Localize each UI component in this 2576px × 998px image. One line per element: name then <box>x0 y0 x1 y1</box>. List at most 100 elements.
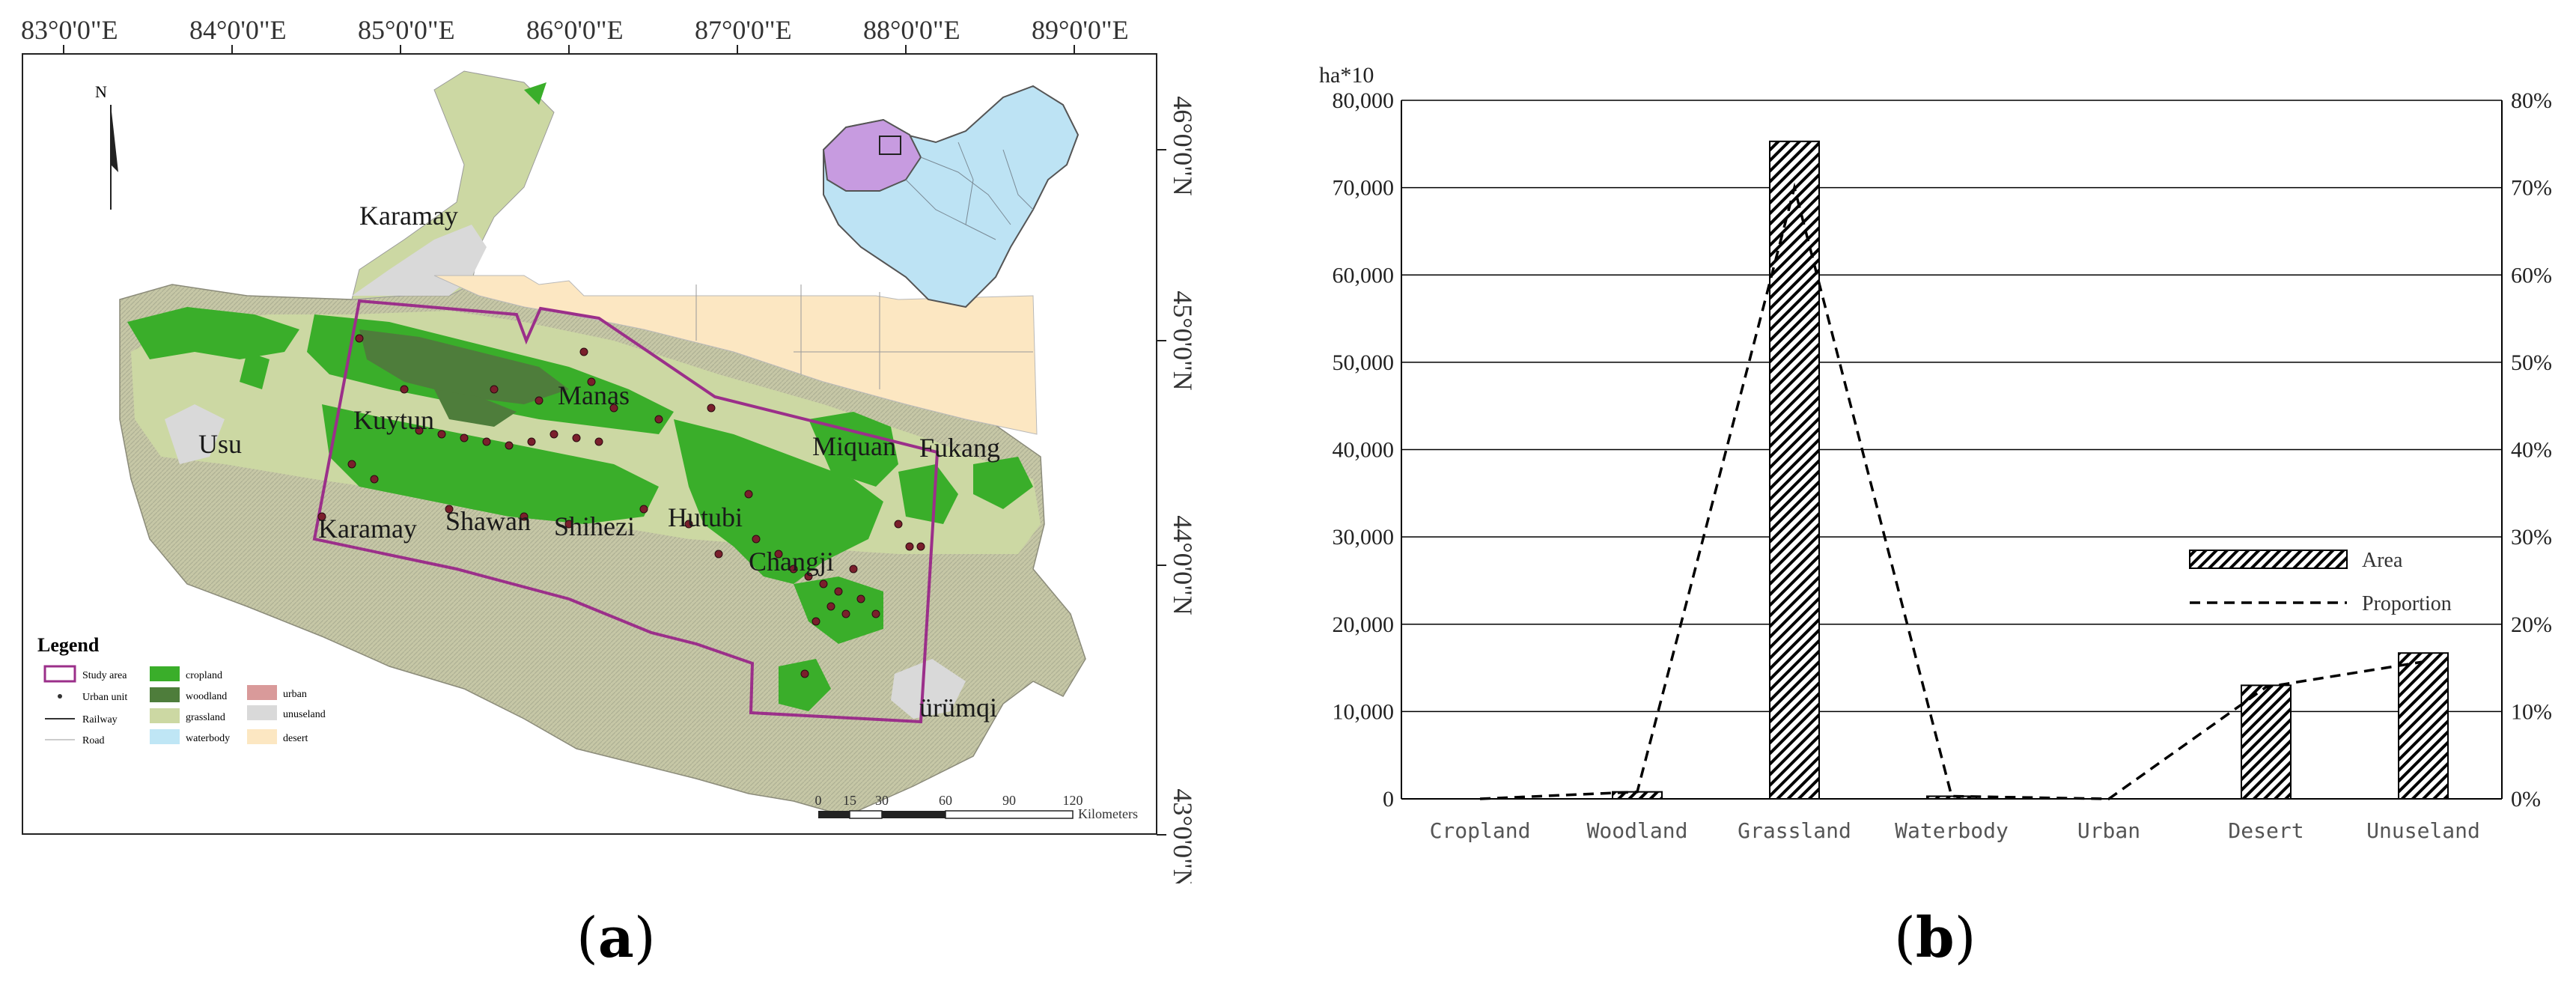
y2-tick-label: 60% <box>2511 263 2552 287</box>
legend-item: Study area <box>82 670 127 681</box>
y2-tick-label: 10% <box>2511 699 2552 724</box>
map-tick-label: 85°0'0"E <box>358 15 455 45</box>
x-tick-label: Desert <box>2228 818 2304 843</box>
legend-label-proportion: Proportion <box>2362 592 2452 615</box>
map-tick-label: 44°0'0"N <box>1168 515 1198 615</box>
y2-tick-label: 50% <box>2511 350 2552 375</box>
desert-borders <box>695 285 1033 389</box>
scale-tick: 15 <box>843 793 856 808</box>
y-tick-label: 60,000 <box>1333 263 1395 287</box>
map-frame-ticks <box>63 45 1166 836</box>
legend-swatch-urban <box>247 685 277 700</box>
chart-gridlines <box>1401 100 2502 800</box>
place-label: Karamay <box>359 201 458 231</box>
y2-tick-label: 40% <box>2511 438 2552 463</box>
scale-tick: 90 <box>1002 793 1016 808</box>
place-label: Shihezi <box>554 511 635 541</box>
legend-label-area: Area <box>2362 549 2403 572</box>
legend-item: waterbody <box>186 733 230 744</box>
place-label: Karamay <box>318 514 417 544</box>
place-label: Manas <box>558 380 630 410</box>
x-tick-label: Waterbody <box>1895 818 2009 843</box>
legend-swatch-study-area <box>43 665 76 683</box>
panel-b-chart: 0 0% 10,000 10% 20,000 20% 30,000 30% 40,000 40% 5… <box>1198 0 2576 998</box>
legend-swatch-grassland <box>150 708 180 723</box>
legend-swatch-unuseland <box>247 705 277 720</box>
y2-tick-label: 20% <box>2511 612 2552 637</box>
map-tick-label: 43°0'0"N <box>1168 788 1198 883</box>
china-inset <box>822 85 1080 308</box>
scale-tick: 30 <box>875 793 889 808</box>
place-labels: Karamay Manas Usu Kuytun Karamay Shawan … <box>198 201 1000 722</box>
legend-swatch-desert <box>247 729 277 744</box>
legend-title: Legend <box>37 634 100 656</box>
place-label: Shawan <box>445 506 531 536</box>
legend-item: Road <box>82 735 105 746</box>
region-woodland <box>359 329 569 427</box>
place-label: Kuytun <box>353 405 434 435</box>
legend-swatch-waterbody <box>150 729 180 744</box>
chart-proportion-line <box>1479 182 2424 800</box>
chart-legend: Area Proportion <box>2189 549 2452 615</box>
map-tick-label: 88°0'0"E <box>863 15 960 45</box>
panel-a-map: 83°0'0"E 84°0'0"E 85°0'0"E 86°0'0"E 87°0… <box>0 0 1198 998</box>
y-tick-label: 30,000 <box>1333 525 1395 550</box>
chart-labels: 0 0% 10,000 10% 20,000 20% 30,000 30% 40,000 40% 5… <box>1319 63 2552 843</box>
panel-label-a-letter: a <box>597 906 634 970</box>
x-tick-label: Unuseland <box>2366 818 2480 843</box>
map-tick-label: 84°0'0"E <box>189 15 287 45</box>
place-label: Changji <box>749 547 834 576</box>
y2-tick-label: 0% <box>2511 787 2541 812</box>
map-tick-label: 86°0'0"E <box>526 15 624 45</box>
proportion-line <box>1479 182 2424 800</box>
map-right-ticks: 46°0'0"N 45°0'0"N 44°0'0"N 43°0'0"N <box>1168 96 1198 889</box>
map-tick-label: 87°0'0"E <box>695 15 792 45</box>
urban-unit-dots <box>317 334 925 678</box>
bar-unuseland <box>2398 652 2449 800</box>
study-area-boundary <box>312 299 940 724</box>
map-legend: Legend Study area cropland urban Urban u… <box>37 634 326 746</box>
region-karamay <box>351 70 555 300</box>
scale-tick: 60 <box>939 793 952 808</box>
legend-item: woodland <box>186 691 227 702</box>
legend-swatch-woodland <box>150 687 180 702</box>
x-tick-label: Grassland <box>1738 818 1851 843</box>
legend-swatch-urban-unit <box>58 694 62 699</box>
map-tick-label: 46°0'0"N <box>1168 96 1198 196</box>
x-tick-label: Urban <box>2077 818 2140 843</box>
legend-item: urban <box>283 689 307 700</box>
chart-bars <box>1612 140 2449 800</box>
north-label: N <box>95 82 107 101</box>
y-axis-label: ha*10 <box>1319 63 1374 88</box>
place-label: ürümqi <box>919 693 997 722</box>
scale-unit: Kilometers <box>1078 806 1138 821</box>
xinjiang-shape <box>822 118 922 192</box>
bar-grassland <box>1769 140 1820 800</box>
map-scale-bar: 0 15 30 60 90 120 Kilometers <box>815 793 1138 821</box>
bar-waterbody <box>1926 795 1977 800</box>
map-tick-label: 83°0'0"E <box>21 15 118 45</box>
panel-label-a: (a) <box>576 906 656 970</box>
legend-item: unuseland <box>283 709 326 720</box>
y2-tick-label: 70% <box>2511 176 2552 201</box>
inset-study-box <box>879 136 901 155</box>
y-tick-label: 40,000 <box>1333 438 1395 463</box>
map-top-ticks: 83°0'0"E 84°0'0"E 85°0'0"E 86°0'0"E 87°0… <box>21 15 1129 45</box>
y-tick-label: 70,000 <box>1333 176 1395 201</box>
scale-tick: 0 <box>815 793 822 808</box>
panel-label-b: (b) <box>1894 906 1976 970</box>
y-tick-label: 10,000 <box>1333 699 1395 724</box>
area-proportion-chart: 0 0% 10,000 10% 20,000 20% 30,000 30% 40,000 40% 5… <box>1319 63 2552 843</box>
north-arrow: N <box>95 82 118 210</box>
panel-label-b-letter: b <box>1915 906 1955 970</box>
legend-swatch-cropland <box>150 666 180 681</box>
bar-desert <box>2241 684 2292 800</box>
place-label: Usu <box>198 429 242 459</box>
y2-tick-label: 80% <box>2511 88 2552 113</box>
map-figure: 83°0'0"E 84°0'0"E 85°0'0"E 86°0'0"E 87°0… <box>21 15 1198 889</box>
legend-item: Railway <box>82 714 118 725</box>
place-label: Fukang <box>919 433 1000 463</box>
place-label: Hutubi <box>668 502 743 532</box>
map-tick-label: 45°0'0"N <box>1168 290 1198 391</box>
x-tick-label: Woodland <box>1587 818 1688 843</box>
